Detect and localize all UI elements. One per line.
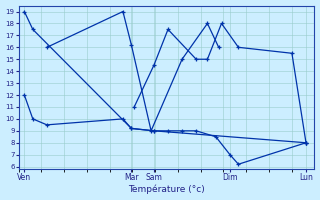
X-axis label: Température (°c): Température (°c)	[128, 185, 205, 194]
